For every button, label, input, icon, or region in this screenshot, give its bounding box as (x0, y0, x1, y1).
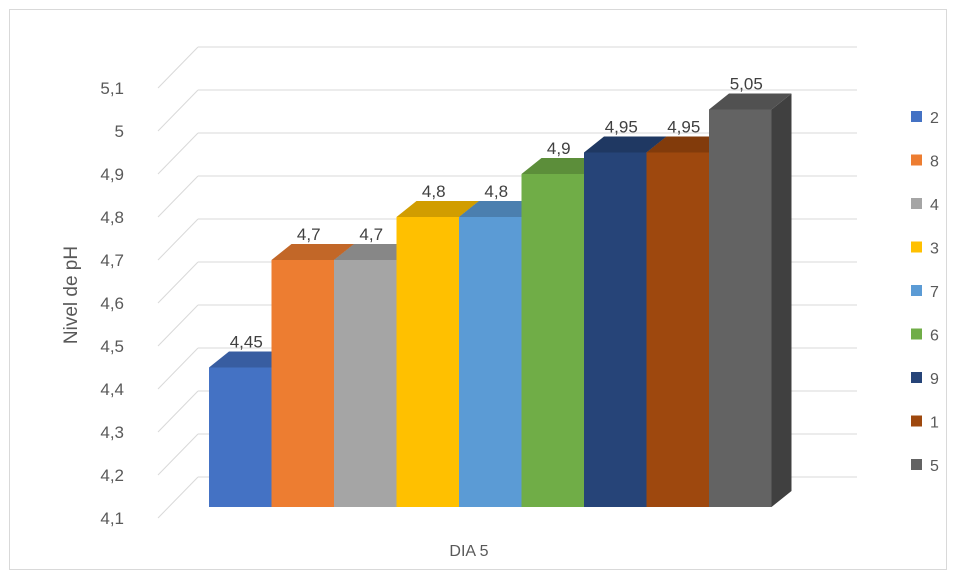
bar-top (334, 244, 417, 260)
bar-top (709, 93, 792, 110)
data-label: 4,7 (359, 225, 383, 244)
y-tick-label: 4,5 (100, 337, 124, 356)
legend-label: 1 (930, 415, 939, 432)
y-tick-label: 4,1 (100, 509, 124, 528)
bar (459, 217, 522, 507)
gridline-side (157, 476, 199, 519)
data-label: 4,95 (605, 118, 638, 137)
bar (521, 174, 584, 507)
bar-top (209, 351, 292, 368)
gridline-side (157, 261, 199, 304)
legend: 2 8 4 3 7 6 9 1 5 (911, 110, 939, 475)
bar-top (396, 201, 479, 217)
legend-swatch (911, 328, 922, 340)
bar-top (521, 158, 604, 174)
bars (209, 93, 792, 507)
gridline-side (157, 390, 199, 433)
legend-label: 5 (930, 458, 939, 475)
legend-label: 6 (930, 328, 939, 345)
bar-top (459, 201, 542, 217)
bar (584, 152, 647, 507)
legend-label: 8 (930, 154, 939, 171)
bar-top (271, 244, 354, 260)
data-label: 4,8 (422, 182, 446, 201)
legend-swatch (911, 459, 922, 470)
legend-swatch (911, 415, 922, 427)
legend-swatch (911, 241, 922, 253)
legend-label: 2 (930, 110, 939, 127)
legend-swatch (911, 198, 922, 209)
legend-swatch (911, 372, 922, 383)
bar (271, 260, 334, 507)
legend-swatch (911, 285, 922, 296)
gridline-side (157, 46, 199, 89)
data-label: 4,45 (230, 333, 263, 352)
bar (209, 367, 272, 507)
data-label: 5,05 (730, 75, 763, 94)
gridline-side (157, 175, 199, 218)
y-axis-ticks: 4,1 4,2 4,3 4,4 4,5 4,6 4,7 4,8 4,9 5 5,1 (100, 79, 124, 528)
bar-side (771, 93, 792, 507)
bar (396, 217, 459, 507)
y-tick-label: 4,7 (100, 251, 124, 270)
legend-swatch (911, 154, 922, 166)
data-labels: 4,45 4,7 4,7 4,8 4,8 4,9 4,95 4,95 5,05 (230, 75, 763, 352)
bar (709, 109, 772, 507)
legend-label: 7 (930, 284, 939, 301)
bar (334, 260, 397, 507)
legend-label: 9 (930, 371, 939, 388)
data-label: 4,8 (484, 182, 508, 201)
gridline-side (157, 132, 199, 175)
gridline-side (157, 304, 199, 347)
y-axis-title: Nivel de pH (61, 246, 82, 344)
data-label: 4,95 (667, 118, 700, 137)
legend-label: 4 (930, 197, 939, 214)
y-tick-label: 5 (115, 122, 124, 141)
y-tick-label: 4,8 (100, 208, 124, 227)
y-tick-label: 4,6 (100, 294, 124, 313)
data-label: 4,7 (297, 225, 321, 244)
bar-top (584, 136, 667, 153)
y-tick-label: 4,4 (100, 380, 124, 399)
bar (646, 152, 709, 507)
bar-top (646, 136, 729, 153)
legend-label: 3 (930, 241, 939, 258)
y-tick-label: 4,2 (100, 466, 124, 485)
y-tick-label: 4,3 (100, 423, 124, 442)
gridline-side (157, 347, 199, 390)
gridline-side (157, 218, 199, 261)
x-axis-title: DIA 5 (449, 543, 488, 560)
y-tick-label: 4,9 (100, 165, 124, 184)
legend-swatch (911, 111, 922, 122)
gridline-side (157, 89, 199, 132)
y-tick-label: 5,1 (100, 79, 124, 98)
gridline-side (157, 433, 199, 476)
data-label: 4,9 (547, 139, 571, 158)
